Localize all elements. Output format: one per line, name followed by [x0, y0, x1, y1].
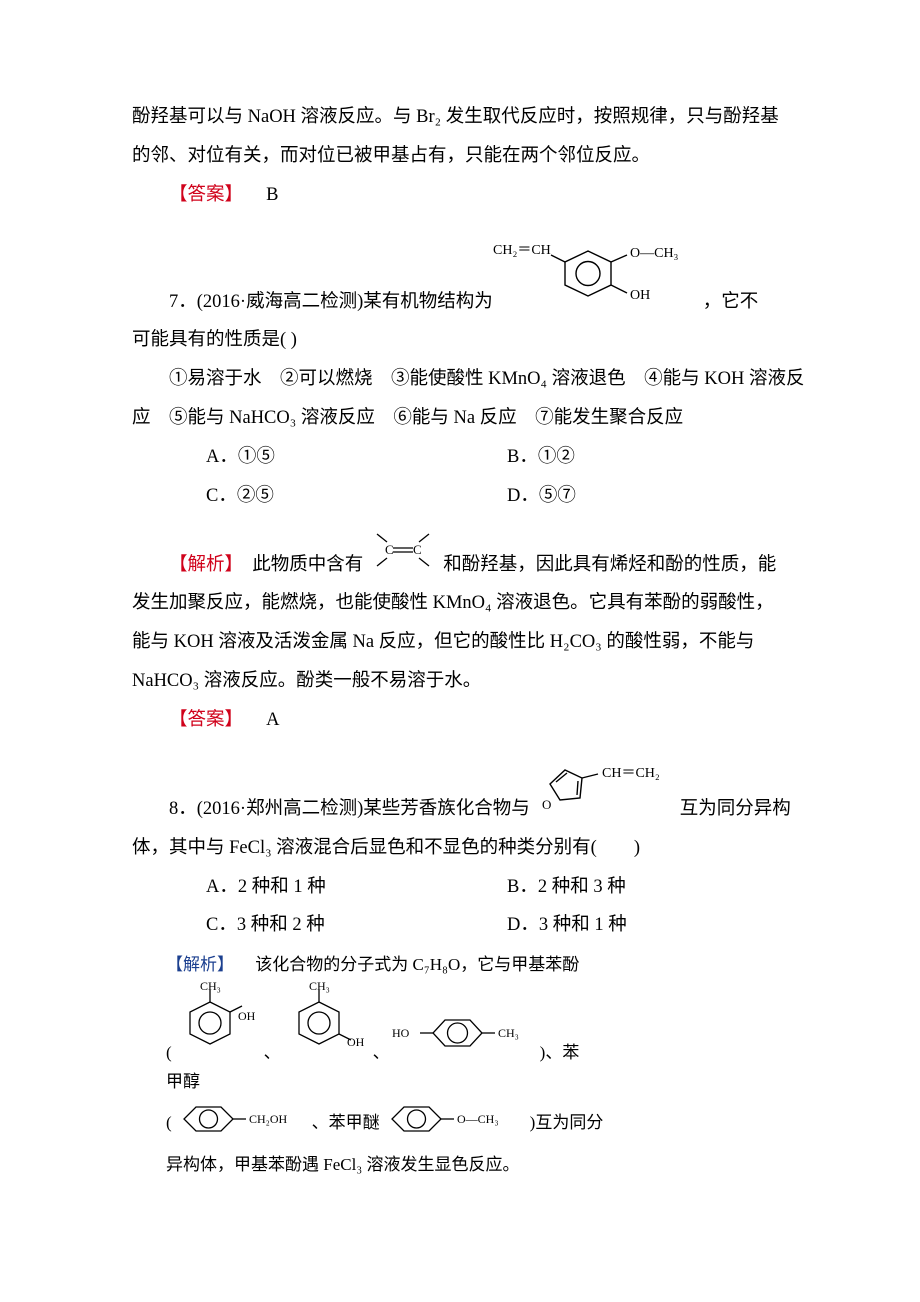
- q7-exp-post1: 和酚羟基，因此具有烯烃和酚的性质，能: [443, 546, 776, 585]
- svg-text:O: O: [542, 797, 551, 812]
- q8-exp-mid: 、苯甲醚: [312, 1109, 380, 1138]
- q7-answer-val: A: [266, 710, 279, 730]
- q8-exp-l4: 异构体，甲基苯酚遇 FeCl₃ 溶液发生显色反应。: [166, 1151, 808, 1180]
- page: 酚羟基可以与 NaOH 溶液反应。与 Br₂ 发生取代反应时，按照规律，只与酚羟…: [0, 0, 920, 1302]
- q8-cont: 体，其中与 FeCl₃ 溶液混合后显色和不显色的种类分别有( ): [132, 829, 808, 868]
- q7-exp-l2: 发生加聚反应，能燃烧，也能使酸性 KMnO₄ 溶液退色。它具有苯酚的弱酸性，: [132, 584, 808, 623]
- svg-text:CH₂OH: CH₂OH: [249, 1112, 288, 1126]
- q8-opt-b: B．2 种和 3 种: [507, 868, 808, 907]
- cc-double-bond-icon: C C: [363, 530, 443, 585]
- q7-answer: 【答案】 A: [132, 701, 808, 740]
- svg-text:CH＝CH₂: CH＝CH₂: [602, 766, 660, 781]
- q8-prefix: 8．(2016·郑州高二检测)某些芳香族化合物与: [132, 790, 530, 829]
- svg-text:HO: HO: [392, 1026, 410, 1040]
- q7-opt-d: D．⑤⑦: [507, 477, 808, 516]
- explain-label: 【解析】: [169, 555, 234, 575]
- paren-close-text: )互为同分: [530, 1109, 604, 1138]
- q7-opt-a: A．①⑤: [206, 438, 507, 477]
- ortho-cresol-icon: CH₃ OH: [172, 980, 264, 1068]
- q7-structure-icon: CH₂＝CH O—CH₃ OH: [493, 229, 703, 322]
- q7-opt-c: C．②⑤: [206, 477, 507, 516]
- sep: 、: [373, 1039, 390, 1068]
- q8-opts-row2: C．3 种和 2 种 D．3 种和 1 种: [132, 906, 808, 945]
- answer-label: 【答案】: [169, 710, 243, 730]
- paren-close-text: )、苯: [540, 1039, 580, 1068]
- svg-text:O—CH₃: O—CH₃: [457, 1112, 499, 1126]
- q7-exp-pre: 此物质中含有: [252, 555, 363, 575]
- q7-items: ①易溶于水 ②可以燃烧 ③能使酸性 KMnO₄ 溶液退色 ④能与 KOH 溶液反…: [132, 360, 808, 438]
- q7-cont: 可能具有的性质是( ): [132, 321, 808, 360]
- q7-opts-row1: A．①⑤ B．①②: [132, 438, 808, 477]
- q8-suffix: 互为同分异构: [680, 790, 791, 829]
- svg-text:CH₃: CH₃: [498, 1026, 519, 1040]
- para-cresol-icon: HO CH₃: [390, 1008, 540, 1068]
- q7-exp-l3: 能与 KOH 溶液及活泼金属 Na 反应，但它的酸性比 H₂CO₃ 的酸性弱，不…: [132, 623, 808, 662]
- q8-opt-a: A．2 种和 1 种: [206, 868, 507, 907]
- q8-exp-row3a: 甲醇: [166, 1068, 808, 1097]
- svg-text:CH₃: CH₃: [200, 980, 221, 993]
- q8-exp-row2: ( CH₃ OH 、: [166, 980, 808, 1068]
- q8-opts-row1: A．2 种和 1 种 B．2 种和 3 种: [132, 868, 808, 907]
- intro-line1: 酚羟基可以与 NaOH 溶液反应。与 Br₂ 发生取代反应时，按照规律，只与酚羟…: [132, 98, 808, 137]
- intro-answer: 【答案】 B: [132, 176, 808, 215]
- explain-label: 【解析】: [166, 955, 234, 974]
- q7-suffix: ，它不: [703, 283, 759, 322]
- answer-label: 【答案】: [169, 185, 243, 205]
- svg-text:OH: OH: [630, 288, 650, 303]
- q7-prefix: 7．(2016·威海高二检测)某有机物结构为: [132, 283, 493, 322]
- q7-explain-row1: 【解析】 此物质中含有 C C 和酚羟基，因此具有烯烃和酚的性质，能: [132, 530, 808, 585]
- intro-line2: 的邻、对位有关，而对位已被甲基占有，只能在两个邻位反应。: [132, 137, 808, 176]
- meta-cresol-icon: CH₃ OH: [281, 980, 373, 1068]
- answer-value: [248, 185, 267, 205]
- svg-text:OH: OH: [238, 1009, 256, 1023]
- svg-text:C: C: [385, 542, 394, 557]
- q8-opt-c: C．3 种和 2 种: [206, 906, 507, 945]
- svg-text:O—CH₃: O—CH₃: [630, 246, 679, 261]
- svg-text:CH₂＝CH: CH₂＝CH: [493, 243, 551, 258]
- q8-stem-row: 8．(2016·郑州高二检测)某些芳香族化合物与 O CH＝CH₂ 互为同分异构: [132, 754, 808, 829]
- q7-stem-row: 7．(2016·威海高二检测)某有机物结构为 CH₂＝CH O—CH₃ OH: [132, 229, 808, 322]
- q7-opts-row2: C．②⑤ D．⑤⑦: [132, 477, 808, 516]
- intro-answer-val: B: [266, 185, 278, 205]
- q8-exp-l1-text: 该化合物的分子式为 C₇H₈O，它与甲基苯酚: [255, 955, 579, 974]
- q7-exp-l4: NaHCO₃ 溶液反应。酚类一般不易溶于水。: [132, 662, 808, 701]
- benzyl-alcohol-icon: CH₂OH: [172, 1097, 312, 1151]
- svg-text:OH: OH: [347, 1035, 365, 1049]
- svg-text:CH₃: CH₃: [309, 980, 330, 993]
- q8-opt-d: D．3 种和 1 种: [507, 906, 808, 945]
- q8-explain-block: 【解析】 该化合物的分子式为 C₇H₈O，它与甲基苯酚 ( CH₃ OH: [166, 951, 808, 1179]
- q8-exp-l1: 【解析】 该化合物的分子式为 C₇H₈O，它与甲基苯酚: [166, 951, 808, 980]
- q7-opt-b: B．①②: [507, 438, 808, 477]
- svg-text:C: C: [413, 542, 422, 557]
- q8-exp-row3: ( CH₂OH 、苯甲醚: [166, 1097, 808, 1151]
- anisole-icon: O—CH₃: [380, 1097, 530, 1151]
- q8-structure-icon: O CH＝CH₂: [530, 754, 680, 829]
- sep: 、: [264, 1039, 281, 1068]
